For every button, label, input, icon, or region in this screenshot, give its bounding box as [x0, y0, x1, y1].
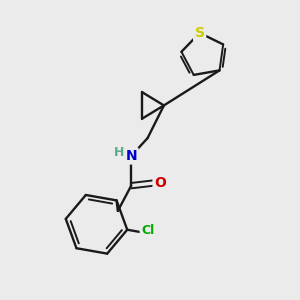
Text: N: N	[125, 149, 137, 163]
Text: Cl: Cl	[141, 224, 154, 237]
Text: O: O	[154, 176, 166, 190]
Text: H: H	[113, 146, 124, 160]
Text: S: S	[195, 26, 205, 40]
